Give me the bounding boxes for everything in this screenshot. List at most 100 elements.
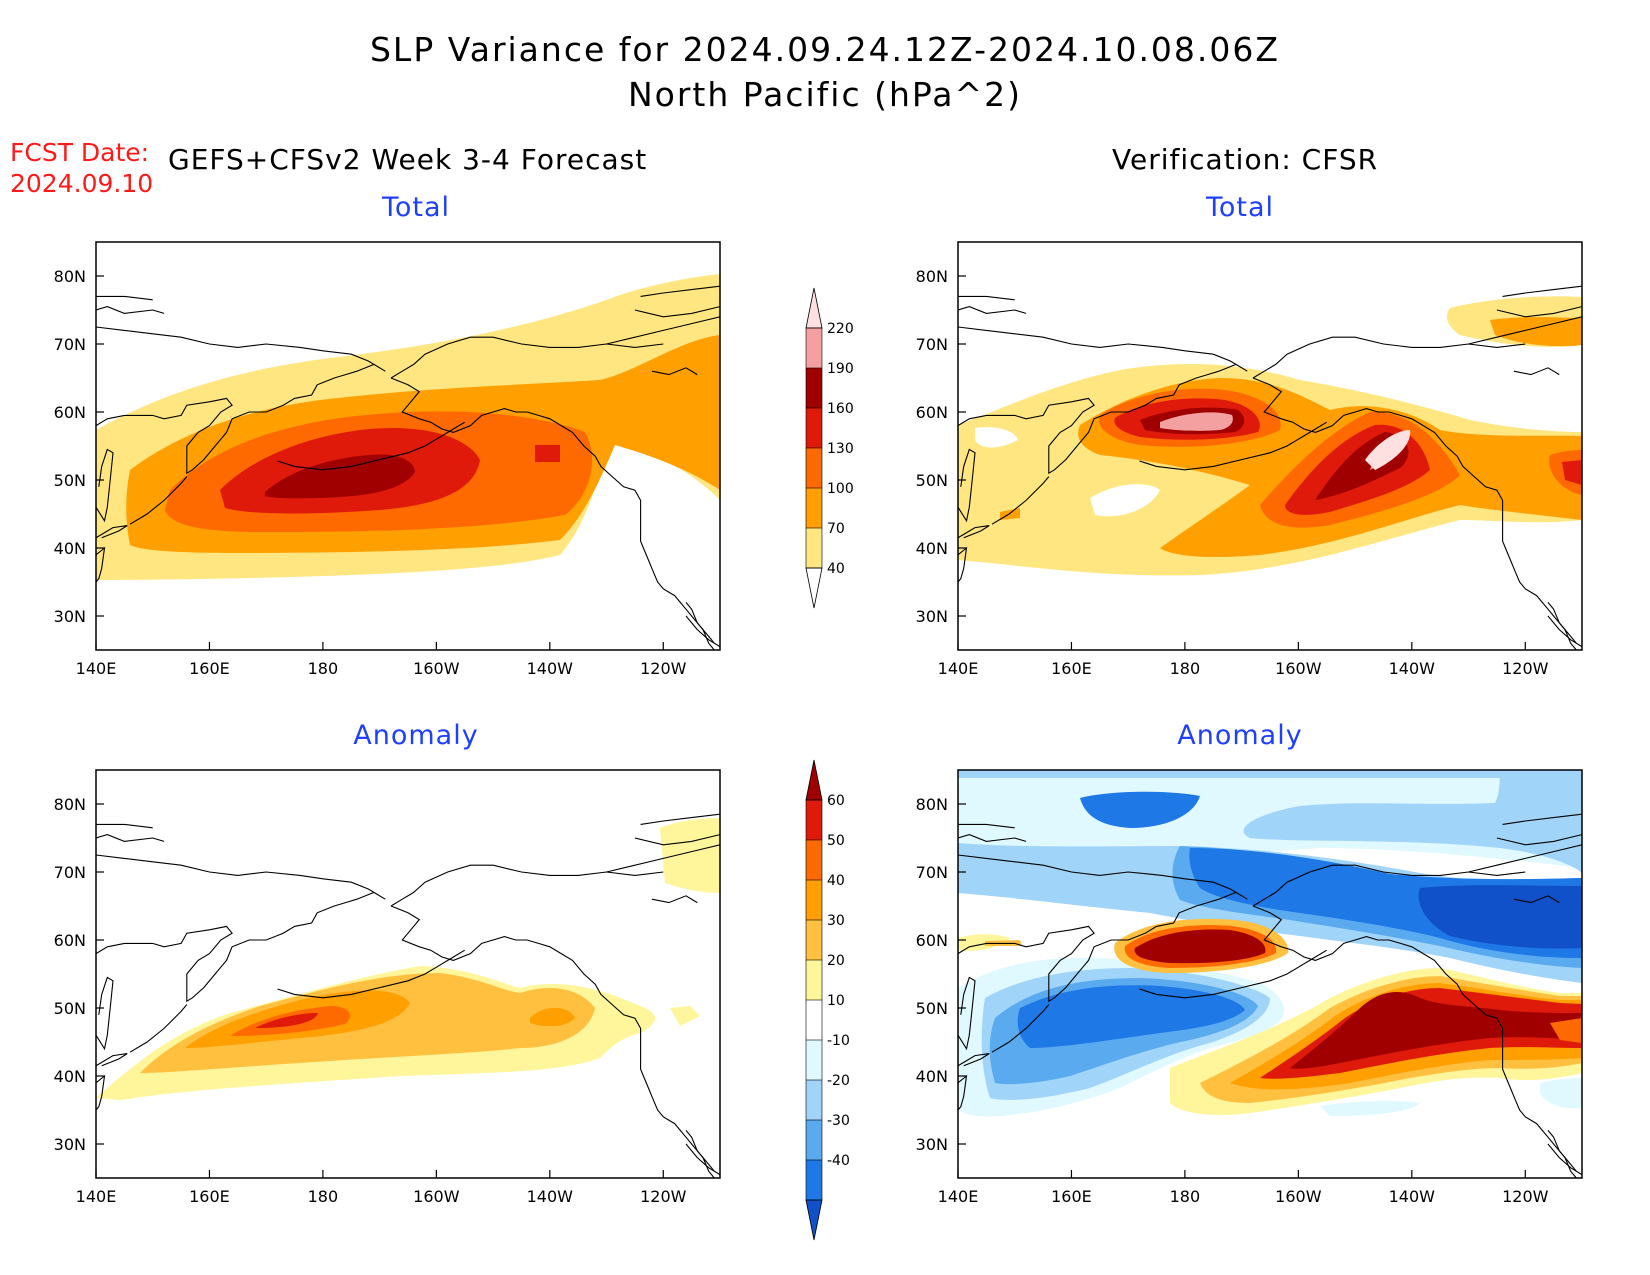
colorbar-segment xyxy=(806,1000,822,1040)
coastline xyxy=(958,326,1248,475)
coastline xyxy=(1502,285,1582,297)
coastline xyxy=(958,546,968,583)
coastline xyxy=(606,844,720,873)
colorbar-level-label: 130 xyxy=(827,441,854,457)
colorbar-anomaly: 60 50 40 30 20 10 -10 -20 -30 -40 xyxy=(805,759,850,1241)
coastline xyxy=(96,1053,128,1067)
lat-tick-label: 50N xyxy=(916,999,948,1018)
lon-tick-label: 160E xyxy=(189,1187,230,1206)
verification-column-title: Verification: CFSR xyxy=(1112,143,1379,176)
coastline xyxy=(96,854,386,1003)
coastline xyxy=(606,316,720,345)
lon-tick-label: 160W xyxy=(1275,1187,1322,1206)
coastline xyxy=(651,895,698,904)
lat-tick-label: 60N xyxy=(54,403,86,422)
coastline xyxy=(390,905,715,1172)
colorbar-level-label: 220 xyxy=(827,321,854,337)
coastline xyxy=(958,1074,968,1111)
forecast-date-caption: FCST Date: xyxy=(10,138,150,167)
colorbar-bottom-arrow xyxy=(805,567,823,609)
coastline xyxy=(685,602,715,650)
lat-tick-label: 80N xyxy=(54,795,86,814)
coastline xyxy=(96,546,106,583)
coastline xyxy=(958,976,976,1051)
forecast-date-label: FCST Date: 2024.09.10 xyxy=(10,137,153,199)
colorbar-segment xyxy=(806,920,822,960)
lon-tick-label: 120W xyxy=(640,659,687,678)
lat-tick-label: 70N xyxy=(54,335,86,354)
coastline xyxy=(1547,1143,1582,1176)
colorbar-level-label: -20 xyxy=(827,1073,850,1089)
colorbar-level-label: 40 xyxy=(827,561,845,577)
lon-tick-label: 180 xyxy=(1170,1187,1201,1206)
lat-tick-label: 40N xyxy=(54,539,86,558)
colorbar-segment xyxy=(806,880,822,920)
lat-tick-label: 30N xyxy=(916,1135,948,1154)
coastline xyxy=(96,1074,106,1111)
map-verification-total xyxy=(958,242,1582,650)
colorbar-level-label: -30 xyxy=(827,1113,850,1129)
coastline xyxy=(685,1130,715,1178)
map-frame-0: 140E 160E 180 160W 140W 120W 80N 70N 60N 50N 40N 30… xyxy=(54,241,721,678)
coastline xyxy=(634,834,720,846)
coastline xyxy=(1502,813,1582,825)
coastline xyxy=(96,525,128,539)
coastline xyxy=(991,476,1050,525)
lat-tick-label: 70N xyxy=(54,863,86,882)
map-frame-3: 140E 160E 180 160W 140W 120W 80N 70N 60N 50N 40N 30… xyxy=(916,769,1583,1206)
lon-tick-label: 120W xyxy=(640,1187,687,1206)
lat-tick-label: 30N xyxy=(54,607,86,626)
map-frame-1: 140E 160E 180 160W 140W 120W 80N 70N 60N 50N 40N 30… xyxy=(916,241,1583,678)
map-forecast-total xyxy=(96,242,720,650)
map-border xyxy=(957,241,1583,651)
lon-tick-label: 140W xyxy=(527,659,574,678)
colorbar-level-label: 30 xyxy=(827,913,845,929)
coastline xyxy=(685,615,720,648)
lon-tick-label: 140W xyxy=(1389,1187,1436,1206)
colorbar-segment xyxy=(806,960,822,1000)
panel-title-forecast-total: Total xyxy=(381,192,451,223)
coastline xyxy=(640,813,720,825)
lon-tick-label: 180 xyxy=(308,659,339,678)
coastline xyxy=(1252,905,1577,1172)
colorbar-level-label: 160 xyxy=(827,401,854,417)
lon-tick-label: 160E xyxy=(189,659,230,678)
coastline xyxy=(958,525,990,539)
lon-tick-label: 180 xyxy=(1170,659,1201,678)
coastline xyxy=(1547,615,1582,648)
coastline xyxy=(1139,949,1327,999)
lat-tick-label: 50N xyxy=(54,999,86,1018)
colorbar-segment xyxy=(806,1040,822,1080)
lon-tick-label: 140W xyxy=(1389,659,1436,678)
panel-title-verification-anomaly: Anomaly xyxy=(1177,720,1303,751)
colorbar-segment xyxy=(806,368,822,408)
coastline xyxy=(1547,1130,1577,1178)
lon-tick-label: 140W xyxy=(527,1187,574,1206)
lat-tick-label: 30N xyxy=(916,607,948,626)
coastline xyxy=(1468,316,1582,345)
colorbar-level-label: 70 xyxy=(827,521,845,537)
lat-tick-label: 40N xyxy=(916,1067,948,1086)
colorbar-level-label: -10 xyxy=(827,1033,850,1049)
coastline xyxy=(96,834,165,842)
colorbar-top-arrow xyxy=(805,287,823,329)
coastlines-3 xyxy=(958,813,1582,1178)
coastline xyxy=(1513,895,1560,904)
map-border xyxy=(95,769,721,1179)
panel-title-verification-total: Total xyxy=(1205,192,1275,223)
lon-tick-label: 120W xyxy=(1502,659,1549,678)
coastline xyxy=(96,295,153,301)
shading-forecast-anomaly xyxy=(96,770,720,1178)
colorbar-total: 220 190 160 130 100 70 40 xyxy=(805,287,854,609)
lat-tick-label: 70N xyxy=(916,335,948,354)
colorbar-level-label: 190 xyxy=(827,361,854,377)
lon-tick-label: 160E xyxy=(1051,1187,1092,1206)
coastline xyxy=(958,306,1027,314)
coastline xyxy=(958,295,1015,301)
map-frame-2: 140E 160E 180 160W 140W 120W 80N 70N 60N 50N 40N 30… xyxy=(54,769,721,1206)
coastline xyxy=(129,1004,188,1053)
colorbar-level-label: 60 xyxy=(827,793,845,809)
shading-verification-total xyxy=(958,242,1582,650)
lat-tick-label: 40N xyxy=(54,1067,86,1086)
colorbar-segment xyxy=(806,1120,822,1160)
